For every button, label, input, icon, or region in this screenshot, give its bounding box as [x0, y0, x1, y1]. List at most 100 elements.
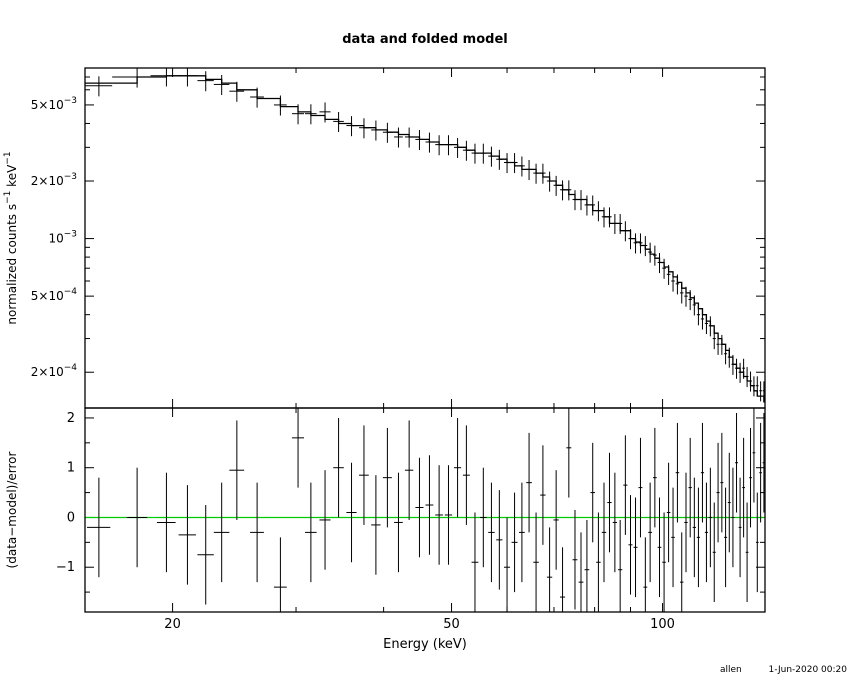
data-point	[488, 146, 495, 167]
data-point	[480, 143, 487, 164]
residual-point	[371, 475, 381, 575]
data-point	[533, 163, 539, 184]
residual-point	[596, 512, 601, 612]
residual-point	[752, 408, 756, 503]
residual-point	[319, 470, 331, 570]
residual-point	[759, 422, 762, 523]
residual-point	[607, 452, 612, 553]
data-point	[540, 163, 546, 184]
data-point	[738, 362, 742, 383]
residual-point	[612, 472, 618, 573]
data-point	[453, 137, 462, 158]
residual-point	[584, 519, 590, 612]
residual-point	[291, 408, 305, 488]
residual-point	[126, 467, 148, 568]
y-tick-label: 5×10−4	[31, 287, 78, 303]
residual-point	[553, 470, 559, 570]
data-point	[700, 309, 705, 330]
residual-point	[666, 462, 671, 563]
residual-point	[435, 465, 443, 565]
footer-user: allen	[720, 665, 742, 675]
data-point	[213, 75, 230, 96]
data-point	[305, 104, 317, 125]
data-point	[511, 153, 518, 174]
data-point	[444, 135, 453, 156]
residual-point	[724, 487, 728, 588]
data-point	[666, 264, 671, 285]
y-tick-label: 0	[67, 510, 75, 525]
data-point	[735, 358, 738, 379]
bottom-panel-plot	[85, 408, 766, 612]
data-point	[346, 116, 357, 137]
residual-point	[480, 467, 487, 568]
residual-point	[716, 442, 720, 543]
residual-point	[590, 442, 596, 543]
data-point	[752, 376, 756, 397]
data-point	[671, 271, 675, 292]
x-axis-label: Energy (keV)	[383, 637, 467, 652]
residual-point	[700, 422, 705, 523]
residual-point	[633, 497, 638, 598]
data-point	[250, 87, 264, 108]
residual-point	[213, 482, 230, 583]
residual-point	[444, 465, 453, 565]
data-point	[425, 132, 434, 153]
data-point	[628, 229, 633, 250]
data-point	[648, 242, 653, 263]
data-point	[526, 160, 532, 181]
chart-title: data and folded model	[342, 32, 508, 47]
residual-point	[727, 452, 731, 553]
residual-point	[623, 435, 628, 535]
top-panel-axes: 5×10−3 2×10−3 10−3 5×10−4 2×10−4	[31, 68, 765, 408]
data-point	[708, 316, 712, 337]
residual-point	[178, 485, 197, 585]
data-point	[643, 236, 648, 257]
x-tick-label: 20	[164, 617, 181, 632]
data-point	[578, 190, 584, 211]
residual-point	[496, 490, 503, 590]
residual-point	[628, 495, 633, 595]
residual-point	[394, 472, 403, 573]
data-point	[633, 233, 638, 254]
data-point	[229, 81, 245, 102]
y-tick-label: −1	[56, 560, 75, 575]
data-point	[150, 68, 182, 87]
residual-point	[696, 487, 701, 588]
residual-point	[305, 482, 317, 583]
data-point	[716, 334, 720, 355]
data-point	[415, 130, 424, 151]
data-point	[623, 221, 628, 242]
data-point	[704, 314, 709, 335]
data-point	[197, 71, 214, 92]
residual-point	[453, 417, 462, 518]
x-tick-label: 50	[443, 617, 460, 632]
residual-point	[197, 505, 214, 605]
residual-point	[708, 467, 712, 568]
residual-point	[712, 502, 716, 603]
residual-point	[688, 437, 692, 538]
data-point	[684, 286, 688, 307]
residual-point	[680, 532, 684, 612]
data-point	[435, 135, 443, 156]
data-point	[612, 214, 618, 235]
residual-point	[738, 477, 742, 578]
x-tick-label: 100	[650, 617, 675, 632]
data-point	[359, 118, 369, 139]
residual-point	[648, 482, 653, 583]
data-point	[742, 358, 746, 379]
y-tick-label: 10−3	[48, 230, 77, 246]
data-point	[394, 127, 403, 148]
residual-point	[684, 472, 688, 573]
data-point	[601, 207, 607, 228]
residual-point	[425, 455, 434, 555]
data-point	[553, 175, 559, 196]
residual-point	[488, 482, 495, 583]
y-tick-label: 2×10−3	[31, 172, 77, 188]
residual-point	[250, 482, 264, 583]
data-point	[680, 283, 684, 304]
residual-point	[546, 527, 553, 612]
residual-point	[578, 532, 584, 612]
data-point	[546, 171, 553, 192]
y-tick-label: 1	[67, 461, 75, 476]
